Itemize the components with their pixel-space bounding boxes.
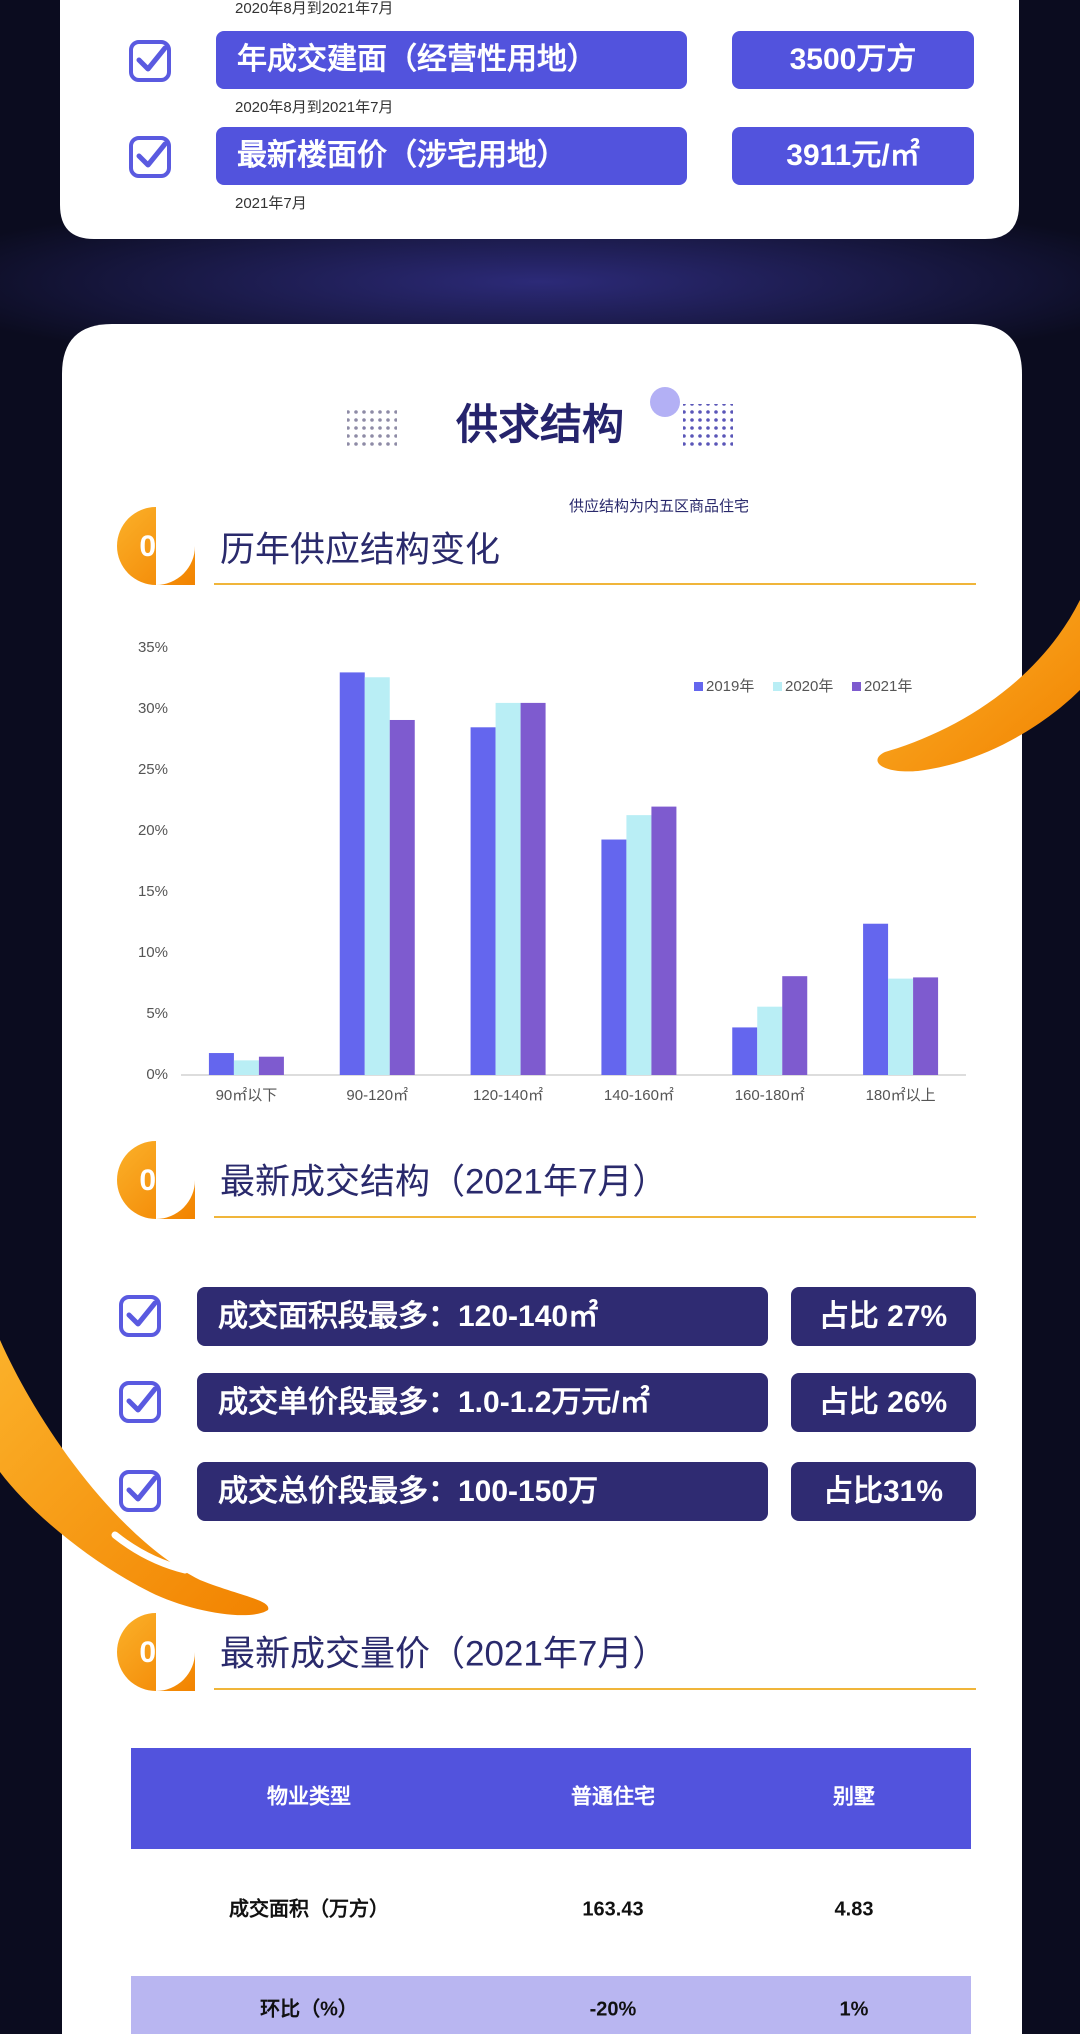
decor-highlight — [111, 1531, 189, 1574]
deal-pill — [197, 1462, 768, 1521]
bar — [626, 815, 652, 1075]
bar — [520, 702, 546, 1075]
y-tick-label: 20% — [138, 822, 168, 839]
y-tick-label: 35% — [138, 639, 168, 656]
card-title: 供求结构 — [456, 401, 624, 448]
badge-number: 02 — [139, 1164, 172, 1197]
bar — [258, 1056, 284, 1075]
table-cell: 1% — [840, 1998, 869, 2020]
x-tick-label: 90㎡以下 — [216, 1087, 278, 1104]
table-header-cell: 物业类型 — [267, 1785, 351, 1809]
table-header-cell: 别墅 — [832, 1786, 875, 1809]
y-tick-label: 10% — [138, 944, 168, 961]
bar — [389, 719, 415, 1075]
item-value: 3500万方 — [790, 42, 917, 76]
item-pill — [216, 31, 687, 89]
section-header: 02 最新成交结构（2021年7月） — [117, 1141, 976, 1219]
deal-pill — [197, 1373, 768, 1432]
share-pill — [791, 1462, 976, 1521]
chart: 0% 5% 10% 15% 20% 25% 30% 35% 90㎡以下 90-120㎡ 120-14… — [138, 639, 966, 1104]
badge — [117, 1613, 195, 1691]
bar — [495, 702, 521, 1075]
x-tick-label: 160-180㎡ — [735, 1087, 805, 1104]
bar — [470, 727, 496, 1075]
bar — [888, 978, 914, 1075]
y-tick-label: 5% — [146, 1005, 168, 1022]
bar — [757, 1006, 783, 1075]
legend-swatch — [694, 682, 703, 691]
bar — [863, 923, 889, 1075]
deal-label: 成交单价段最多：1.0-1.2万元/㎡ — [218, 1385, 650, 1419]
decor-dots — [347, 406, 397, 448]
deal-share: 占比 26% — [819, 1386, 947, 1419]
share-pill — [791, 1287, 976, 1346]
bar — [233, 1060, 259, 1075]
deal-label: 成交总价段最多：100-150万 — [218, 1474, 598, 1508]
x-tick-label: 180㎡以上 — [866, 1087, 936, 1104]
table-row-bg — [131, 1849, 971, 1976]
table-header-cell: 普通住宅 — [571, 1785, 655, 1809]
value-pill — [732, 127, 974, 185]
section-header: 03 最新成交量价（2021年7月） — [117, 1613, 976, 1691]
badge — [117, 507, 195, 585]
badge-number: 01 — [139, 530, 172, 563]
bar — [782, 976, 808, 1075]
section-title: 最新成交量价（2021年7月） — [220, 1634, 667, 1673]
table-cell: 成交面积（万方） — [229, 1896, 389, 1920]
item-label: 最新楼面价（涉宅用地） — [237, 138, 567, 172]
x-tick-label: 120-140㎡ — [473, 1087, 543, 1104]
bar — [364, 677, 390, 1075]
share-pill — [791, 1373, 976, 1432]
bar — [208, 1053, 234, 1075]
decor-swoosh — [0, 1340, 269, 1616]
x-tick-label: 90-120㎡ — [346, 1087, 408, 1104]
legend-swatch — [852, 682, 861, 691]
y-tick-label: 25% — [138, 761, 168, 778]
decor-swoosh — [877, 600, 1080, 772]
bar — [601, 839, 627, 1075]
item-label: 年成交建面（经营性用地） — [237, 42, 597, 76]
bar — [913, 977, 939, 1075]
deal-share: 占比31% — [823, 1475, 943, 1508]
section-title: 历年供应结构变化 — [220, 530, 500, 569]
legend-label: 2019年 — [706, 678, 754, 695]
badge-number: 03 — [139, 1636, 172, 1669]
item-note: 2021年7月 — [235, 195, 307, 212]
decor-circle — [650, 387, 680, 417]
item-pill — [216, 127, 687, 185]
main-card — [62, 324, 1022, 2034]
table-cell: 163.43 — [582, 1898, 643, 1920]
value-pill — [732, 31, 974, 89]
table-cell: -20% — [590, 1998, 637, 2020]
period: 2020年8月到2021年7月 — [235, 0, 393, 17]
section-header: 01 历年供应结构变化 — [117, 507, 976, 585]
y-tick-label: 30% — [138, 700, 168, 717]
legend-label: 2020年 — [785, 678, 833, 695]
deal-label: 成交面积段最多：120-140㎡ — [218, 1299, 598, 1333]
table-cell: 环比（%） — [260, 1997, 358, 2020]
item-value: 3911元/㎡ — [786, 138, 919, 172]
section-title: 最新成交结构（2021年7月） — [220, 1162, 667, 1201]
item-note: 2020年8月到2021年7月 — [235, 99, 393, 116]
deal-structure: 成交面积段最多：120-140㎡ 占比 27% 成交单价段最多：1.0-1.2万元/… — [121, 1287, 976, 1521]
bar — [651, 806, 677, 1075]
legend-swatch — [773, 682, 782, 691]
badge — [117, 1141, 195, 1219]
bar — [732, 1027, 758, 1075]
table-cell: 4.83 — [835, 1898, 874, 1920]
decor-dots — [683, 404, 733, 448]
table-header-bg — [131, 1748, 971, 1849]
deal-share: 占比 27% — [819, 1300, 947, 1333]
card-note: 供应结构为内五区商品住宅 — [569, 497, 749, 515]
bar — [339, 672, 365, 1075]
y-tick-label: 15% — [138, 883, 168, 900]
y-tick-label: 0% — [146, 1066, 168, 1083]
legend-label: 2021年 — [864, 678, 912, 695]
table-row-bg — [131, 1976, 971, 2034]
deal-pill — [197, 1287, 768, 1346]
x-tick-label: 140-160㎡ — [604, 1087, 674, 1104]
